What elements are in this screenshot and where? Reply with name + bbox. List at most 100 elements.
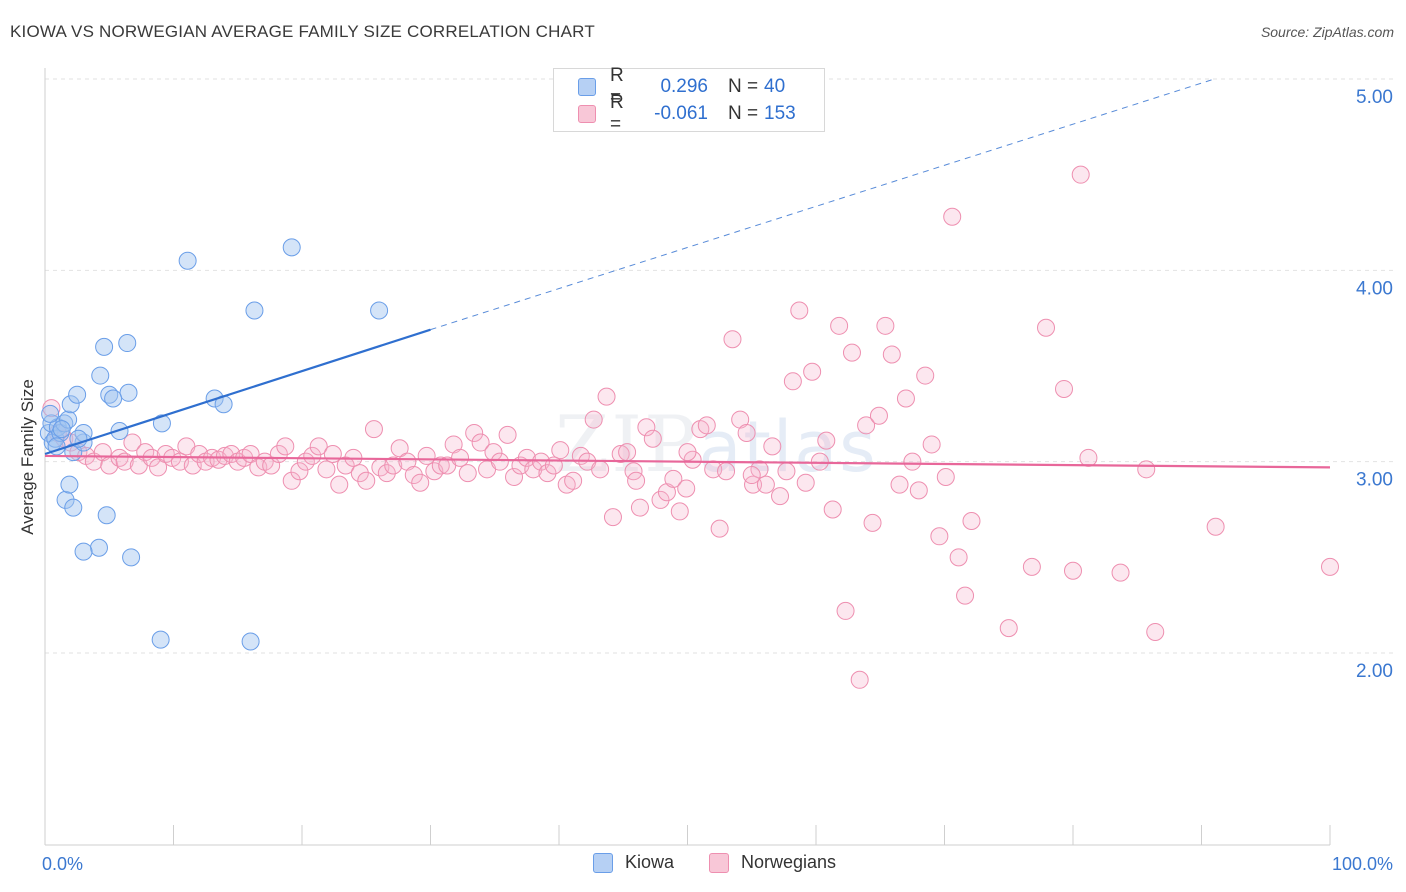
stats-legend-row-norwegians: R = -0.061 N = 153 — [578, 92, 796, 135]
norwegians-point — [909, 481, 928, 500]
norwegians-point — [763, 437, 782, 456]
norwegians-point — [1055, 379, 1074, 398]
kiowa-legend-swatch — [593, 852, 613, 873]
kiowa-point — [97, 506, 116, 525]
kiowa-point — [59, 410, 78, 429]
norwegians-point — [637, 418, 656, 437]
norwegians-point — [710, 519, 729, 538]
r-label: R = — [610, 92, 624, 135]
norwegians-point — [677, 479, 696, 498]
norwegians-point — [670, 502, 689, 521]
norwegians-swatch — [578, 105, 596, 123]
norwegians-point — [896, 389, 915, 408]
watermark-atlas: atlas — [698, 406, 878, 488]
kiowa-point — [91, 366, 110, 385]
y-tick-label: 3.00 — [1356, 470, 1393, 491]
norwegians-point — [411, 473, 430, 492]
norwegians-point — [999, 619, 1018, 638]
norwegians-point — [303, 446, 322, 465]
norwegians-point — [643, 429, 662, 448]
norwegians-point — [783, 372, 802, 391]
norwegians-point — [364, 420, 383, 439]
norwegians-point — [863, 513, 882, 532]
norwegians-point — [890, 475, 909, 494]
norwegians-point — [603, 508, 622, 527]
norwegians-point — [630, 498, 649, 517]
norwegians-point — [490, 452, 509, 471]
n-value: 40 — [764, 76, 786, 97]
kiowa-point — [56, 490, 75, 509]
r-value: 0.296 — [660, 76, 708, 97]
norwegians-point — [551, 441, 570, 460]
norwegians-point — [651, 490, 670, 509]
norwegians-point — [377, 464, 396, 483]
norwegians-point — [744, 475, 763, 494]
norwegians-point — [796, 473, 815, 492]
norwegians-point — [1111, 563, 1130, 582]
norwegians-point — [471, 433, 490, 452]
norwegians-point — [465, 423, 484, 442]
legend-item-norwegians[interactable]: Norwegians — [709, 852, 836, 873]
norwegians-point — [350, 464, 369, 483]
norwegians-point — [756, 475, 775, 494]
norwegians-point — [538, 464, 557, 483]
norwegians-point — [803, 362, 822, 381]
norwegians-point — [882, 345, 901, 364]
norwegians-point — [956, 586, 975, 605]
r-label: R = — [610, 65, 624, 108]
norwegians-point — [597, 387, 616, 406]
norwegians-point — [498, 425, 517, 444]
x-tick-label-max: 100.0% — [1332, 854, 1393, 874]
y-tick-label: 2.00 — [1356, 661, 1393, 682]
norwegians-point — [390, 439, 409, 458]
norwegians-point — [850, 670, 869, 689]
n-label: N = — [728, 76, 759, 97]
norwegians-point — [1321, 557, 1339, 576]
n-value: 153 — [764, 103, 796, 124]
kiowa-point — [89, 538, 108, 557]
norwegians-point — [717, 462, 736, 481]
kiowa-point — [245, 301, 264, 320]
norwegians-point — [627, 471, 646, 490]
stats-legend-row-kiowa: R = 0.296 N = 40 — [578, 65, 786, 108]
norwegians-point — [1079, 448, 1098, 467]
kiowa-swatch — [578, 78, 596, 96]
kiowa-point — [52, 420, 71, 439]
norwegians-point — [384, 456, 403, 475]
kiowa-point — [104, 389, 123, 408]
norwegians-point — [357, 471, 376, 490]
y-tick-label: 4.00 — [1356, 278, 1393, 299]
norwegians-point — [451, 448, 470, 467]
norwegians-point — [517, 448, 536, 467]
norwegians-point — [962, 511, 981, 530]
norwegians-point — [876, 316, 895, 335]
norwegians-point — [404, 466, 423, 485]
norwegians-point — [790, 301, 809, 320]
norwegians-point — [777, 462, 796, 481]
norwegians-point — [810, 452, 829, 471]
norwegians-point — [317, 460, 336, 479]
norwegians-point — [149, 458, 168, 477]
legend-label-norwegians: Norwegians — [741, 852, 837, 872]
norwegians-point — [276, 437, 295, 456]
norwegians-point — [830, 316, 849, 335]
norwegians-point — [290, 462, 309, 481]
kiowa-point — [46, 429, 65, 448]
kiowa-point — [118, 334, 137, 353]
norwegians-point — [842, 343, 861, 362]
x-tick-label-min: 0.0% — [42, 854, 83, 874]
norwegians-point — [505, 467, 524, 486]
stats-legend: R = 0.296 N = 40 R = -0.061 N = 153 — [553, 65, 825, 135]
kiowa-point — [152, 414, 171, 433]
chart-title: KIOWA VS NORWEGIAN AVERAGE FAMILY SIZE C… — [10, 22, 595, 41]
norwegians-point — [431, 456, 450, 475]
norwegians-point — [742, 466, 761, 485]
norwegians-point — [936, 467, 955, 486]
norwegians-point — [817, 431, 836, 450]
norwegians-point — [1022, 557, 1041, 576]
norwegians-point — [949, 548, 968, 567]
kiowa-point — [241, 632, 260, 651]
kiowa-point — [370, 301, 389, 320]
legend-item-kiowa[interactable]: Kiowa — [593, 852, 674, 873]
